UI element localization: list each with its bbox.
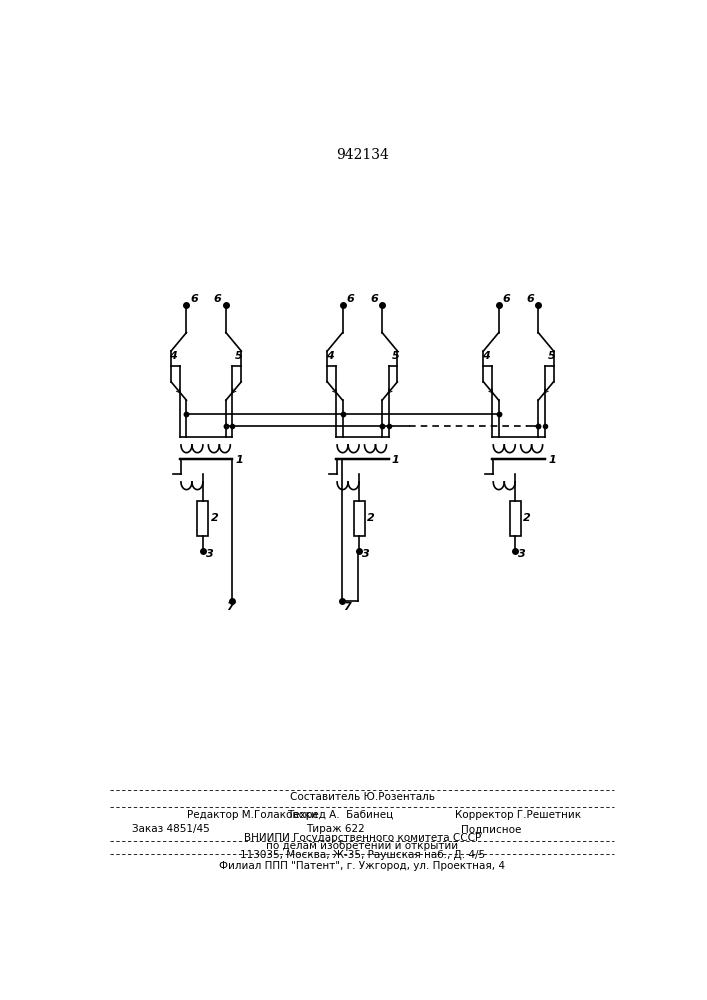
Text: 4: 4 bbox=[481, 351, 489, 361]
Text: 942134: 942134 bbox=[336, 148, 389, 162]
Text: Составитель Ю.Розенталь: Составитель Ю.Розенталь bbox=[290, 792, 435, 802]
Text: 2: 2 bbox=[523, 513, 531, 523]
Text: 4: 4 bbox=[170, 351, 177, 361]
Text: 2: 2 bbox=[367, 513, 375, 523]
Text: Корректор Г.Решетник: Корректор Г.Решетник bbox=[455, 810, 582, 820]
Text: 5: 5 bbox=[547, 351, 555, 361]
Text: 6: 6 bbox=[346, 294, 354, 304]
Text: Техред А.  Бабинец: Техред А. Бабинец bbox=[287, 810, 394, 820]
Bar bbox=[354, 501, 365, 536]
Text: по делам изобретений и открытий: по делам изобретений и открытий bbox=[267, 841, 458, 851]
Text: 3: 3 bbox=[206, 549, 214, 559]
Text: Подписное: Подписное bbox=[461, 824, 521, 834]
Text: ВНИИПИ Государственного комитета СССР: ВНИИПИ Государственного комитета СССР bbox=[244, 833, 481, 843]
Bar bbox=[510, 501, 520, 536]
Text: 7: 7 bbox=[226, 602, 233, 612]
Text: Филиал ППП "Патент", г. Ужгород, ул. Проектная, 4: Филиал ППП "Патент", г. Ужгород, ул. Про… bbox=[219, 861, 506, 871]
Text: 6: 6 bbox=[370, 294, 378, 304]
Text: 1: 1 bbox=[235, 455, 243, 465]
Text: 113035, Москва, Ж-35, Раушская наб., Д. 4/5: 113035, Москва, Ж-35, Раушская наб., Д. … bbox=[240, 850, 485, 860]
Text: Тираж 622: Тираж 622 bbox=[305, 824, 364, 834]
Text: Заказ 4851/45: Заказ 4851/45 bbox=[132, 824, 210, 834]
Text: 5: 5 bbox=[392, 351, 399, 361]
Text: 6: 6 bbox=[526, 294, 534, 304]
Bar bbox=[197, 501, 209, 536]
Text: 6: 6 bbox=[214, 294, 221, 304]
Text: 2: 2 bbox=[211, 513, 218, 523]
Text: 4: 4 bbox=[325, 351, 333, 361]
Text: 5: 5 bbox=[235, 351, 243, 361]
Text: 1: 1 bbox=[392, 455, 399, 465]
Text: 3: 3 bbox=[362, 549, 370, 559]
Text: Редактор М.Голаковски: Редактор М.Голаковски bbox=[187, 810, 317, 820]
Text: 7: 7 bbox=[343, 602, 351, 612]
Text: 6: 6 bbox=[190, 294, 198, 304]
Text: 3: 3 bbox=[518, 549, 526, 559]
Text: 1: 1 bbox=[548, 455, 556, 465]
Text: 6: 6 bbox=[503, 294, 510, 304]
